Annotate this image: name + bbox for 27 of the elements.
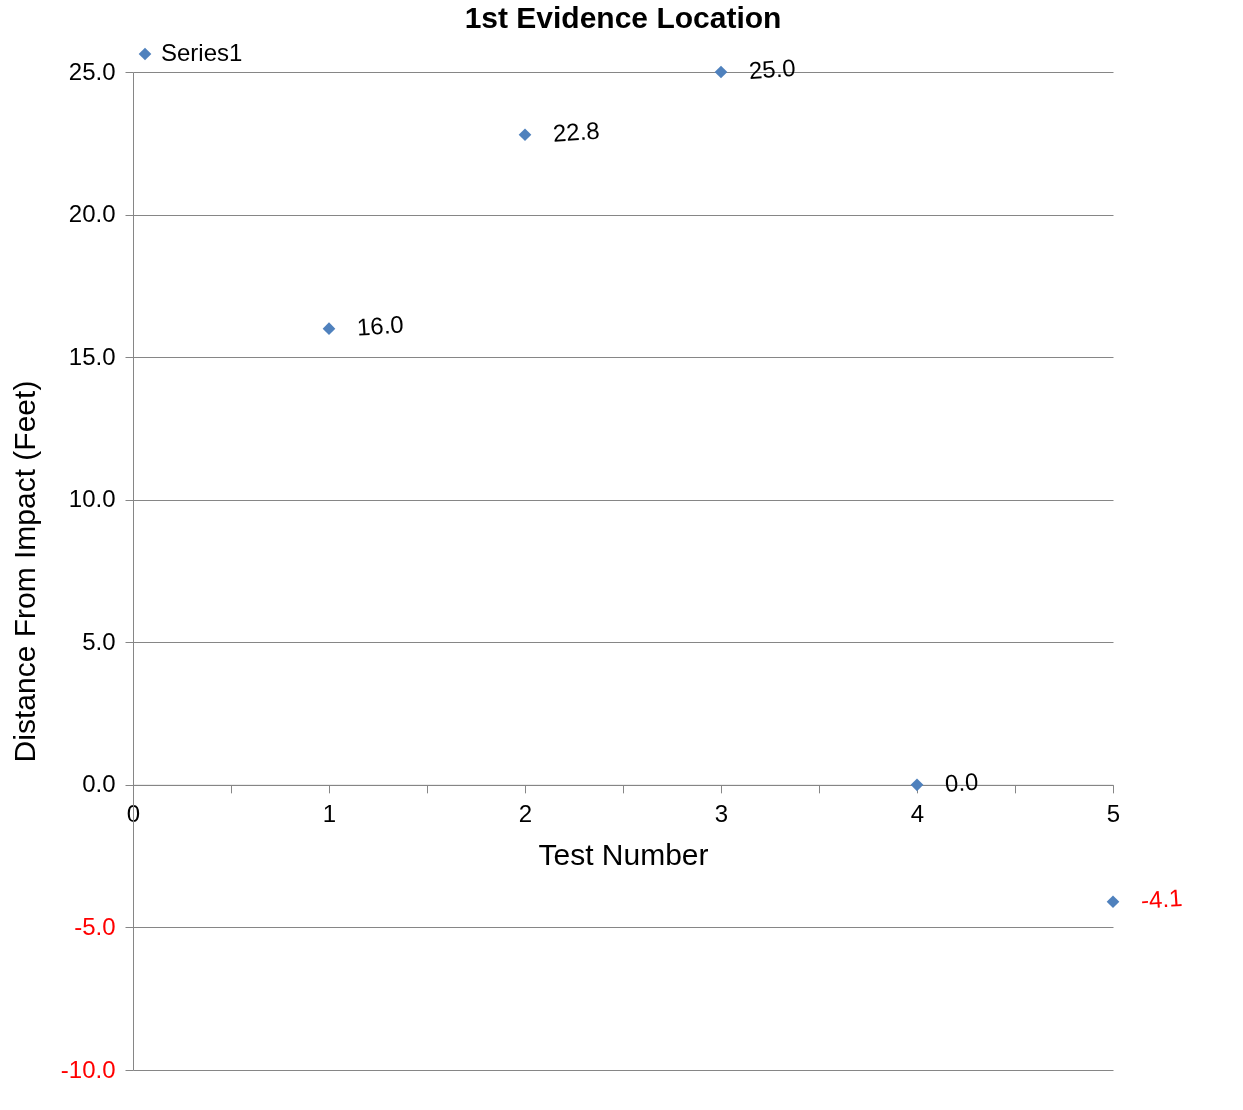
y-tick-label: 15.0: [68, 342, 116, 370]
chart-title: 1st Evidence Location: [464, 1, 782, 34]
x-axis-title: Test Number: [538, 838, 709, 872]
y-tick-label: -5.0: [74, 912, 116, 940]
y-tick-label: 0.0: [82, 770, 116, 798]
y-tick-label: 10.0: [68, 485, 116, 513]
point: [322, 322, 336, 335]
x-tick-label: 3: [714, 800, 729, 828]
point: [910, 778, 924, 792]
y-tick-label: 5.0: [82, 627, 116, 655]
y-tick-label: 25.0: [68, 57, 116, 85]
data-label: 22.8: [552, 116, 601, 147]
legend-label: Series1: [161, 39, 243, 66]
point: [714, 65, 728, 79]
y-tick-label: -10.0: [60, 1055, 116, 1083]
data-label: 16.0: [356, 310, 405, 341]
data-label: 0.0: [944, 767, 980, 797]
point: [1106, 895, 1120, 909]
x-tick-label: 5: [1106, 800, 1121, 828]
y-tick-label: 20.0: [68, 200, 116, 228]
y-axis-title: Distance From Impact (Feet): [7, 380, 41, 763]
x-tick-label: 1: [322, 800, 337, 828]
point: [518, 128, 532, 142]
data-label: 25.0: [748, 53, 797, 85]
x-tick-label: 2: [518, 800, 533, 828]
x-tick-label: 4: [910, 800, 925, 828]
data-label: -4.1: [1140, 883, 1184, 914]
